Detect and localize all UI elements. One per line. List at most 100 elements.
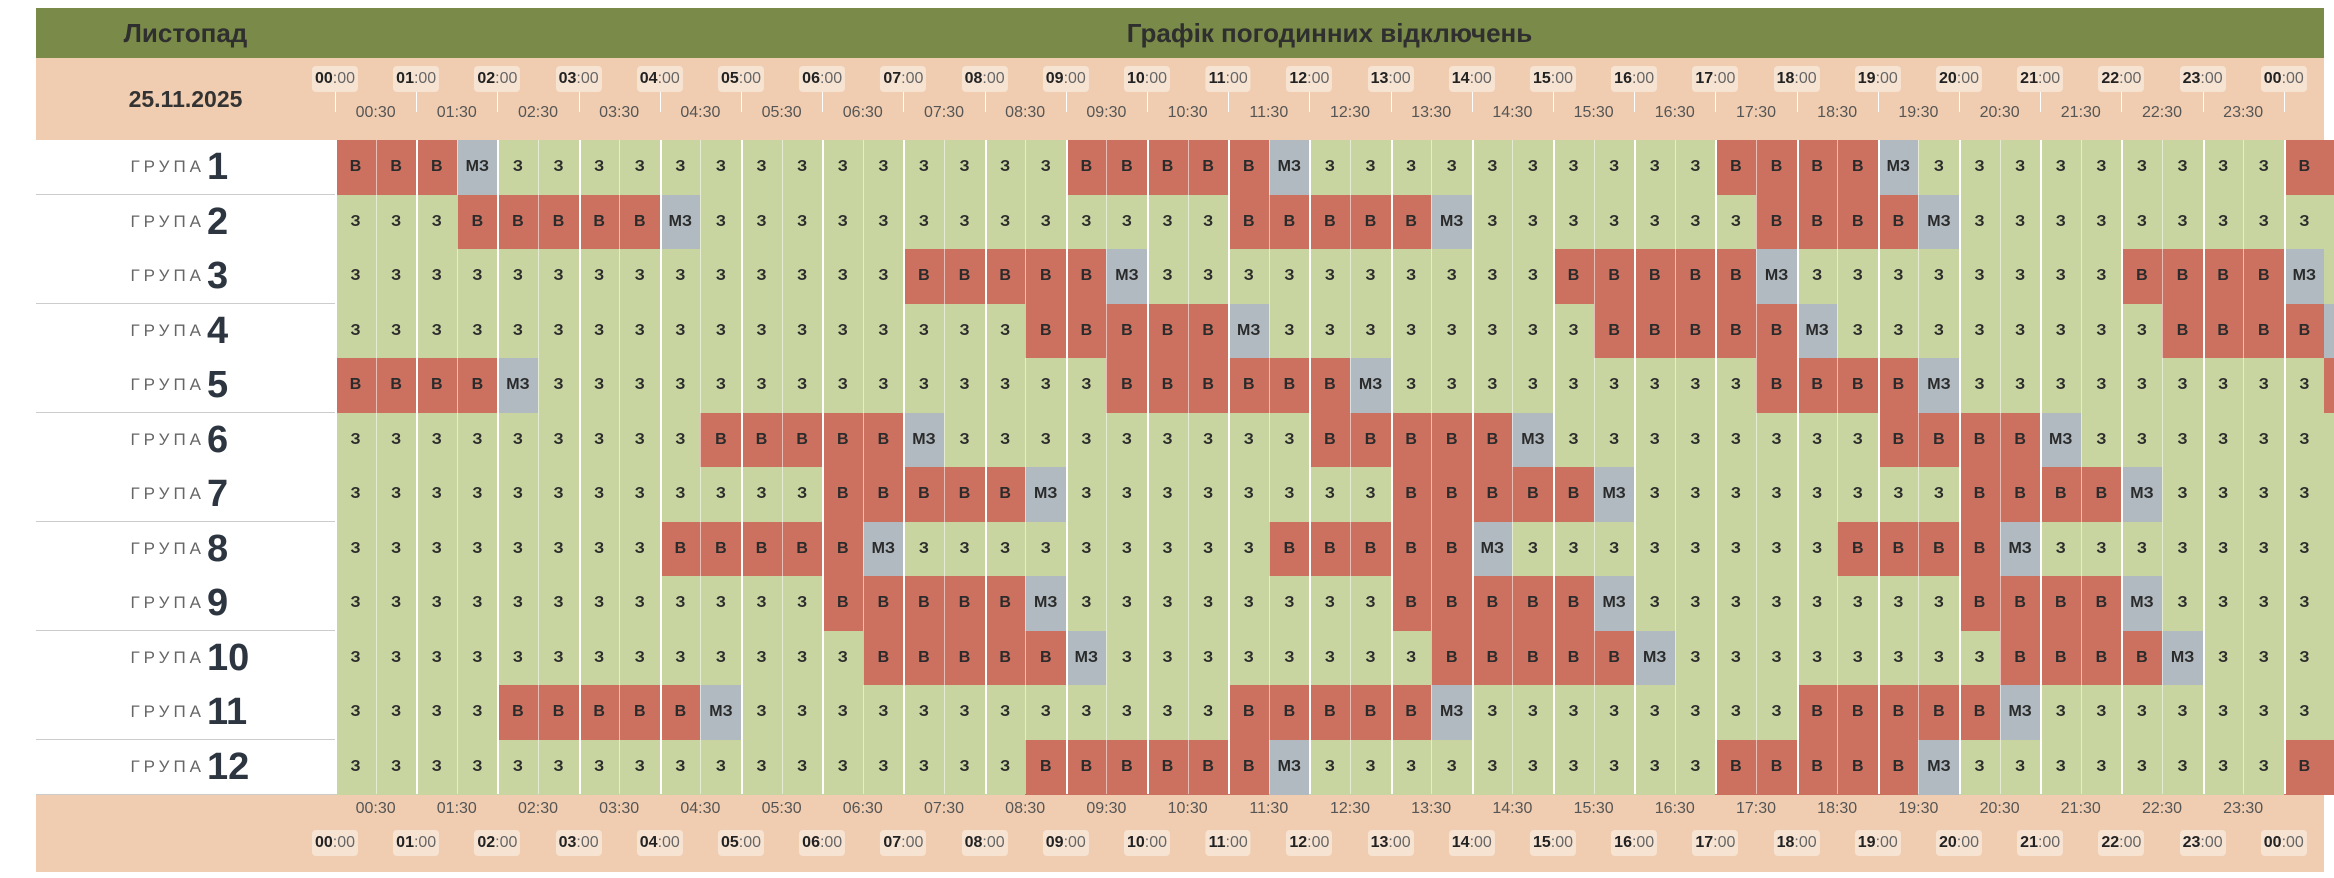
schedule-cell: МЗ (1796, 303, 1838, 359)
schedule-cell: З (2324, 467, 2334, 522)
schedule-cell: В (1431, 630, 1473, 686)
schedule-cell: З (1553, 739, 1595, 795)
hour-label-top: 11:00 (1205, 66, 1251, 92)
schedule-cell: В (1593, 249, 1635, 304)
schedule-cell: МЗ (2283, 249, 2325, 304)
schedule-cell: З (1756, 630, 1798, 686)
schedule-cell: З (456, 467, 498, 522)
group-word: ГРУПА (130, 702, 205, 721)
schedule-cell: В (1147, 358, 1189, 413)
half-hour-label-bottom: 17:30 (1735, 800, 1777, 817)
schedule-cell: З (1471, 140, 1513, 195)
hour-grid-line (1147, 140, 1149, 794)
group-word: ГРУПА (130, 647, 205, 667)
schedule-cell: З (1187, 194, 1229, 250)
minute-suffix: :00 (2281, 70, 2304, 87)
schedule-cell: З (2243, 194, 2285, 250)
schedule-cell: З (1106, 521, 1148, 577)
schedule-cell: З (741, 630, 783, 686)
schedule-cell: З (1553, 358, 1595, 413)
schedule-cell: В (538, 685, 580, 740)
schedule-cell: В (2324, 140, 2334, 195)
schedule-cell: З (1309, 249, 1351, 304)
minute-suffix: :00 (819, 70, 843, 87)
schedule-cell: В (335, 140, 377, 195)
schedule-cell: В (944, 630, 986, 686)
hour-grid-line (1471, 140, 1474, 794)
schedule-cell: З (1025, 194, 1067, 250)
schedule-cell: З (659, 739, 701, 795)
hour-grid-line (335, 140, 337, 794)
minute-suffix: :00 (819, 834, 843, 851)
schedule-cell: В (1187, 358, 1229, 413)
schedule-cell: З (984, 140, 1026, 195)
schedule-cell: З (984, 412, 1026, 468)
schedule-cell: В (1065, 140, 1107, 195)
schedule-cell: З (335, 521, 377, 577)
schedule-cell: В (781, 521, 823, 577)
schedule-cell: В (2162, 303, 2204, 359)
half-hour-label-top: 17:30 (1735, 104, 1777, 121)
hour-tick (1065, 92, 1067, 112)
schedule-cell: В (1147, 140, 1189, 195)
schedule-cell: МЗ (1065, 630, 1107, 686)
schedule-cell: З (659, 358, 701, 413)
schedule-cell: З (984, 303, 1026, 359)
schedule-cell: В (700, 521, 742, 577)
schedule-cell: З (1959, 194, 2001, 250)
schedule-cell: В (1309, 412, 1351, 468)
half-hour-label-top: 11:30 (1249, 104, 1289, 121)
schedule-cell: В (1025, 249, 1067, 304)
schedule-cell: З (1390, 303, 1432, 359)
schedule-cell: З (2121, 685, 2163, 740)
schedule-cell: З (1756, 576, 1798, 631)
schedule-cell: З (619, 630, 661, 686)
schedule-cell: З (456, 303, 498, 359)
schedule-cell: МЗ (700, 685, 742, 740)
schedule-cell: З (1106, 194, 1148, 250)
minute-suffix: :00 (1550, 70, 1574, 87)
schedule-cell: З (659, 467, 701, 522)
schedule-cell: В (1431, 576, 1473, 631)
hour-value: 14 (1451, 70, 1470, 87)
schedule-cell: З (416, 303, 458, 359)
schedule-cell: З (1471, 739, 1513, 795)
schedule-cell: З (2162, 194, 2204, 250)
schedule-cell: З (1634, 576, 1676, 631)
schedule-cell: В (1674, 303, 1716, 359)
schedule-cell: З (862, 194, 904, 250)
schedule-cell: З (1471, 685, 1513, 740)
schedule-cell: З (1228, 630, 1270, 686)
schedule-cell: З (335, 576, 377, 631)
hour-value: 12 (1289, 70, 1308, 87)
schedule-cell: З (1025, 358, 1067, 413)
schedule-cell: В (2162, 249, 2204, 304)
schedule-cell: З (375, 576, 417, 631)
schedule-cell: З (2080, 685, 2122, 740)
schedule-cell: З (822, 685, 864, 740)
hour-value: 17 (1695, 834, 1714, 851)
schedule-cell: З (2324, 194, 2334, 250)
schedule-cell: З (538, 521, 580, 577)
schedule-cell: З (2283, 412, 2325, 468)
hour-value: 07 (883, 70, 902, 87)
minute-suffix: :00 (1388, 70, 1411, 87)
schedule-cell: З (822, 739, 864, 795)
schedule-cell: З (416, 521, 458, 577)
schedule-cell: З (2243, 739, 2285, 795)
schedule-cell: В (2283, 303, 2325, 359)
schedule-cell: З (1918, 303, 1960, 359)
schedule-cell: З (2040, 521, 2082, 577)
schedule-cell: З (903, 739, 945, 795)
schedule-cell: З (1837, 412, 1879, 468)
schedule-cell: З (2283, 358, 2325, 413)
schedule-cell: З (1837, 249, 1879, 304)
schedule-cell: З (1959, 358, 2001, 413)
schedule-cell: З (659, 412, 701, 468)
hour-grid-line (2121, 140, 2124, 794)
schedule-cell: З (2243, 576, 2285, 631)
schedule-cell: З (2162, 412, 2204, 468)
schedule-cell: З (2324, 630, 2334, 686)
schedule-cell: З (2202, 358, 2244, 413)
hour-grid-line (1228, 140, 1231, 794)
